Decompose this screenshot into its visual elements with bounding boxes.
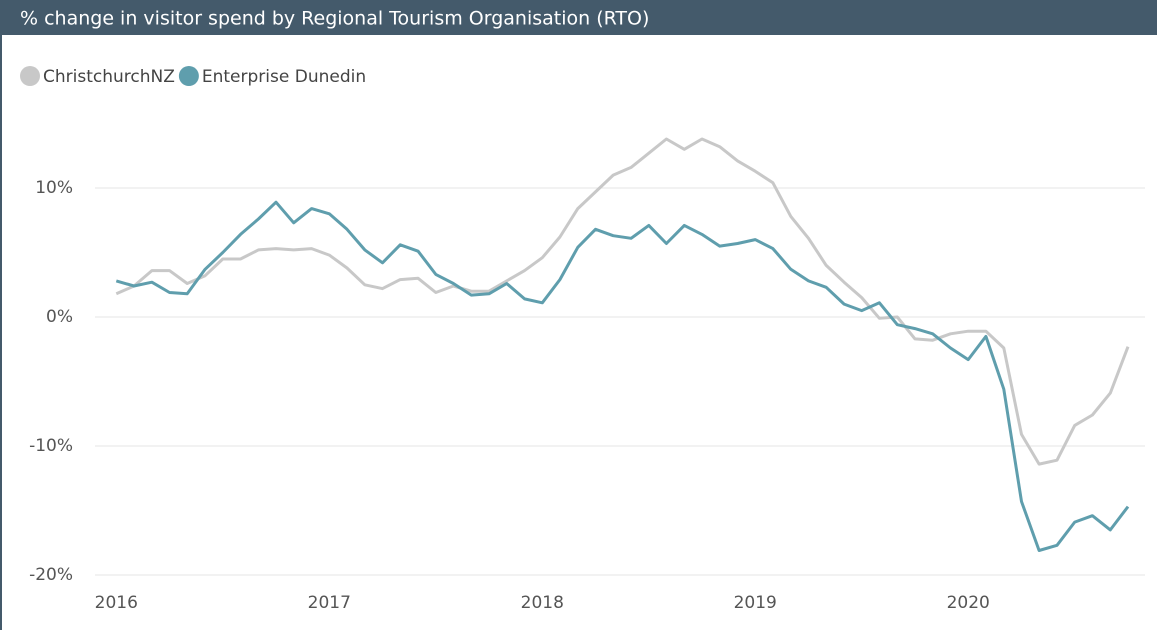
y-tick-label: -10% bbox=[29, 436, 73, 456]
y-tick-label: 10% bbox=[35, 178, 73, 198]
series-line bbox=[115, 200, 1130, 552]
series-line bbox=[115, 137, 1130, 466]
left-border bbox=[0, 35, 2, 630]
y-tick-label: -20% bbox=[29, 565, 73, 585]
y-tick-label: 0% bbox=[46, 307, 73, 327]
legend-label: ChristchurchNZ bbox=[43, 67, 175, 87]
legend-label: Enterprise Dunedin bbox=[202, 67, 366, 87]
legend-marker bbox=[178, 66, 199, 86]
legend-marker bbox=[20, 66, 40, 86]
header-bar bbox=[0, 0, 1157, 35]
x-tick-label: 2018 bbox=[521, 593, 564, 613]
chart-title: % change in visitor spend by Regional To… bbox=[20, 8, 649, 30]
x-tick-label: 2017 bbox=[308, 593, 351, 613]
x-tick-label: 2016 bbox=[95, 593, 138, 613]
x-tick-label: 2020 bbox=[947, 593, 990, 613]
x-tick-label: 2019 bbox=[734, 593, 777, 613]
